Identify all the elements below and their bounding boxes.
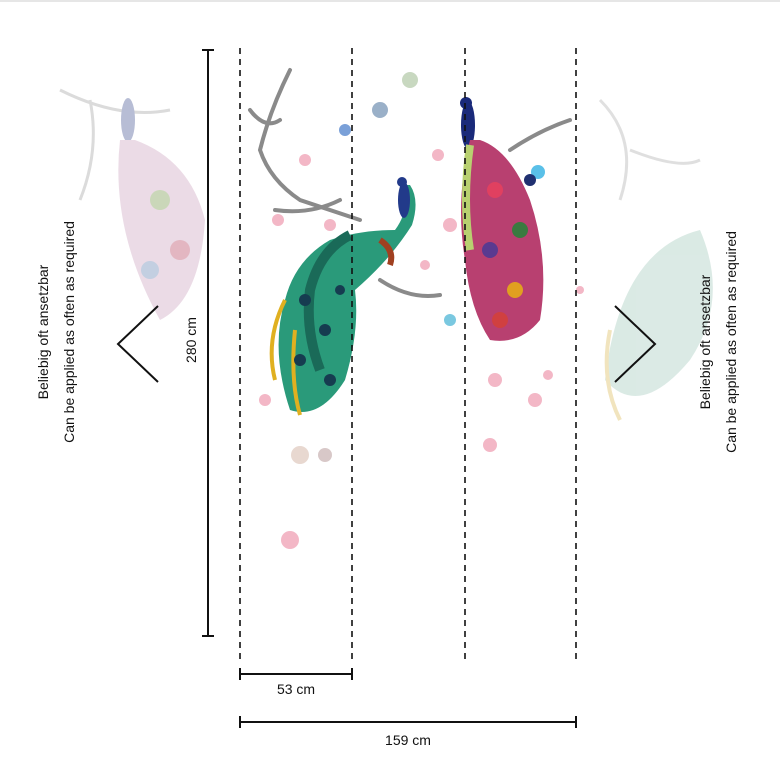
height-label: 280 cm — [183, 317, 199, 363]
repeat-note-de: Beliebig oft ansetzbar — [35, 264, 51, 399]
repeat-note-en: Can be applied as often as required — [61, 221, 77, 443]
chevron-left — [116, 305, 159, 383]
peacock-blue — [460, 97, 544, 341]
panel-width-label: 53 cm — [277, 681, 315, 697]
repeat-note-de: Beliebig oft ansetzbar — [697, 274, 713, 409]
total-width-label: 159 cm — [385, 732, 431, 748]
repeat-note-en: Can be applied as often as required — [723, 231, 739, 453]
faded-peacock-right — [598, 98, 713, 421]
peacock-green — [269, 177, 416, 416]
branches — [248, 68, 572, 298]
chevron-right — [614, 305, 657, 383]
blossoms — [259, 72, 584, 549]
faded-peacock-left — [59, 88, 205, 320]
